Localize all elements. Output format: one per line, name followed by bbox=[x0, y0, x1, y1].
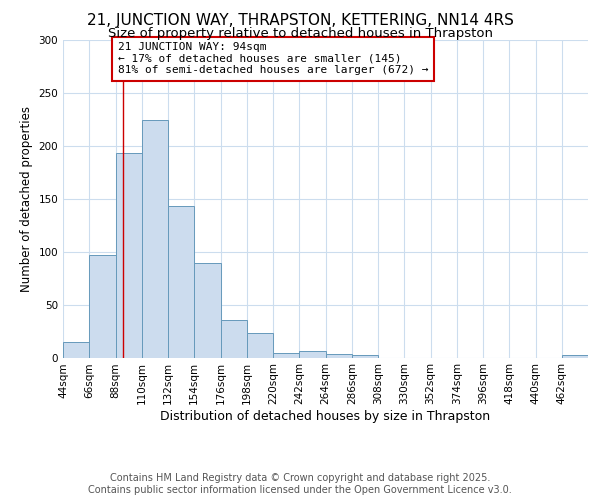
Text: Size of property relative to detached houses in Thrapston: Size of property relative to detached ho… bbox=[107, 28, 493, 40]
Text: 21, JUNCTION WAY, THRAPSTON, KETTERING, NN14 4RS: 21, JUNCTION WAY, THRAPSTON, KETTERING, … bbox=[86, 12, 514, 28]
Bar bbox=[115, 153, 142, 358]
Text: Contains HM Land Registry data © Crown copyright and database right 2025.
Contai: Contains HM Land Registry data © Crown c… bbox=[88, 474, 512, 495]
Bar bbox=[168, 206, 194, 358]
Bar bbox=[194, 264, 221, 358]
X-axis label: Distribution of detached houses by size in Thrapston: Distribution of detached houses by size … bbox=[160, 410, 491, 423]
Bar bbox=[273, 354, 299, 358]
Text: 21 JUNCTION WAY: 94sqm
← 17% of detached houses are smaller (145)
81% of semi-de: 21 JUNCTION WAY: 94sqm ← 17% of detached… bbox=[118, 42, 428, 76]
Bar bbox=[142, 120, 168, 358]
Bar bbox=[247, 333, 273, 357]
Bar bbox=[63, 342, 89, 357]
Bar bbox=[325, 354, 352, 358]
Bar bbox=[299, 351, 325, 358]
Bar bbox=[562, 356, 588, 358]
Bar bbox=[89, 255, 115, 358]
Y-axis label: Number of detached properties: Number of detached properties bbox=[20, 106, 33, 292]
Bar bbox=[221, 320, 247, 358]
Bar bbox=[352, 356, 378, 358]
